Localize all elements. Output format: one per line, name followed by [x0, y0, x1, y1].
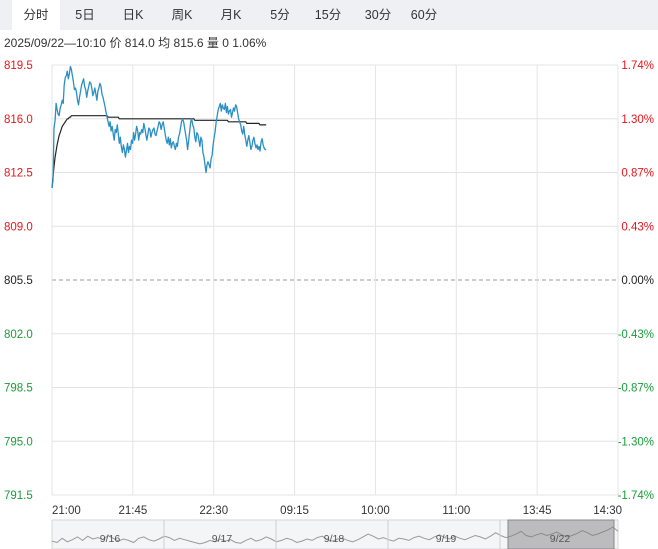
y-tick-label: 798.5 [4, 383, 33, 395]
navigator-date-label: 9/22 [550, 533, 571, 545]
x-tick-label: 22:30 [199, 505, 228, 517]
pct-tick-label: 0.87% [621, 168, 654, 180]
tab-5-day[interactable]: 5日 [75, 8, 95, 22]
x-tick-label: 21:00 [52, 505, 81, 517]
navigator-date-label: 9/19 [436, 533, 457, 545]
pct-tick-label: 1.74% [621, 60, 654, 72]
navigator-date-label: 9/18 [324, 533, 345, 545]
pct-tick-label: 1.30% [621, 114, 654, 126]
pct-tick-label: -0.87% [618, 383, 654, 395]
price-label: 价 [109, 36, 122, 50]
pct-tick-label: -1.74% [618, 490, 654, 502]
x-tick-label: 21:45 [118, 505, 147, 517]
pct-tick-label: 0.00% [621, 275, 654, 287]
navigator-date-label: 9/16 [100, 533, 121, 545]
navigator-selection [507, 519, 615, 549]
navigator-date-label: 9/17 [212, 533, 233, 545]
y-tick-label: 795.0 [4, 436, 33, 448]
tab-30-min[interactable]: 30分 [364, 8, 392, 22]
x-tick-label: 14:30 [593, 505, 622, 517]
period-tab-bar: 分时 5日 日K 周K 月K 5分 15分 30分 60分 [0, 0, 658, 30]
y-tick-label: 819.5 [4, 60, 33, 72]
x-tick-label: 11:00 [442, 505, 470, 517]
x-tick-label: 10:00 [361, 505, 390, 517]
tab-intraday[interactable]: 分时 [12, 0, 60, 30]
avg-label: 均 [158, 36, 171, 50]
y-tick-label: 812.5 [4, 168, 33, 180]
price-line [51, 65, 267, 188]
y-tick-label: 791.5 [4, 490, 33, 502]
x-tick-label: 09:15 [280, 505, 309, 517]
y-tick-label: 816.0 [4, 114, 33, 126]
tab-weekly-k[interactable]: 周K [171, 8, 193, 22]
avg-value: 815.6 [173, 36, 204, 50]
pct-tick-label: 0.43% [621, 221, 654, 233]
navigator-strip [51, 519, 619, 549]
tab-monthly-k[interactable]: 月K [220, 8, 242, 22]
pct-tick-label: -0.43% [618, 329, 654, 341]
quote-datetime: 2025/09/22—10:10 [4, 36, 107, 50]
average-price-line [51, 115, 267, 188]
y-tick-label: 802.0 [4, 329, 33, 341]
quote-info-bar: 2025/09/22—10:10 价 814.0 均 815.6 量 0 1.0… [4, 34, 266, 51]
y-tick-label: 809.0 [4, 221, 33, 233]
tab-5-min[interactable]: 5分 [270, 8, 290, 22]
pct-tick-label: -1.30% [618, 436, 654, 448]
y-tick-label: 805.5 [4, 275, 33, 287]
tab-daily-k[interactable]: 日K [122, 8, 144, 22]
x-tick-label: 13:45 [523, 505, 552, 517]
price-value: 814.0 [124, 36, 155, 50]
navigator-line [51, 526, 619, 545]
change-percent: 1.06% [232, 36, 267, 50]
tab-15-min[interactable]: 15分 [314, 8, 342, 22]
volume-label: 量 [206, 36, 219, 50]
volume-value: 0 [222, 36, 229, 50]
tab-60-min[interactable]: 60分 [410, 8, 438, 22]
